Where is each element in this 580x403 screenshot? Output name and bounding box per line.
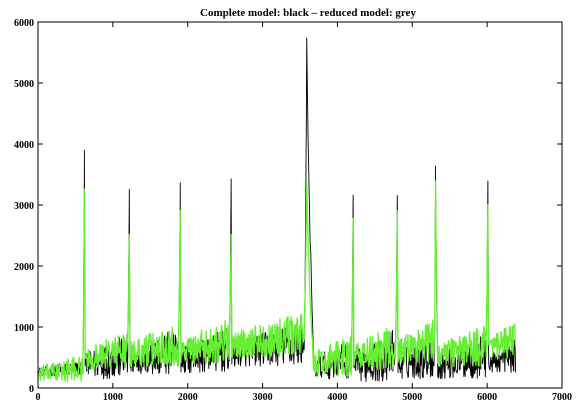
series-layer [38, 37, 517, 383]
x-axis: 0 1000 2000 3000 4000 5000 6000 7000 [36, 22, 572, 403]
y-tick-label: 2000 [14, 262, 34, 273]
y-tick-label: 0 [29, 384, 34, 395]
series-reduced-model-line [38, 180, 517, 383]
y-tick-label: 4000 [14, 140, 34, 151]
x-tick-label: 5000 [402, 392, 422, 403]
y-tick-label: 1000 [14, 323, 34, 334]
y-tick-label: 6000 [14, 18, 34, 29]
x-tick-label: 6000 [477, 392, 497, 403]
x-tick-label: 4000 [327, 392, 347, 403]
y-axis: 0 1000 2000 3000 4000 5000 6000 [14, 18, 562, 395]
x-tick-label: 1000 [103, 392, 123, 403]
x-tick-label: 0 [36, 392, 41, 403]
y-tick-label: 3000 [14, 201, 34, 212]
y-tick-label: 5000 [14, 79, 34, 90]
chart-title: Complete model: black – reduced model: g… [200, 7, 416, 19]
x-tick-label: 2000 [178, 392, 198, 403]
x-tick-label: 7000 [552, 392, 572, 403]
x-tick-label: 3000 [253, 392, 273, 403]
